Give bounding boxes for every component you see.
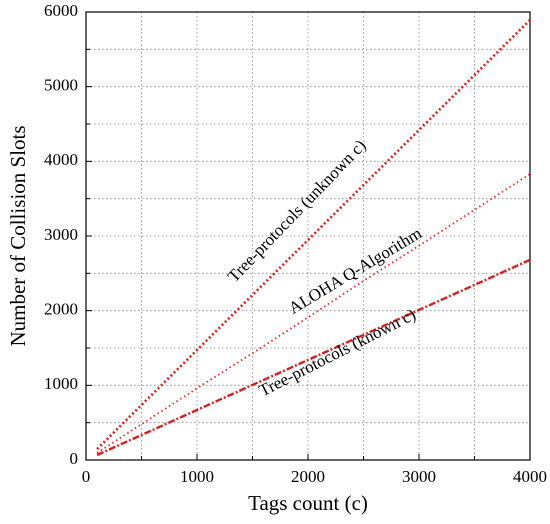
y-tick-label: 3000 [44, 225, 78, 244]
series-label: Tree-protocols (known c) [256, 305, 419, 401]
x-tick-label: 1000 [180, 467, 214, 486]
y-tick-label: 1000 [44, 374, 78, 393]
x-tick-label: 0 [82, 467, 91, 486]
plot-frame [85, 11, 531, 461]
y-axis-label: Number of Collision Slots [6, 125, 30, 346]
y-tick-label: 4000 [44, 150, 78, 169]
series-label: ALOHA Q-Algorithm [285, 223, 425, 317]
x-tick-label: 2000 [291, 467, 325, 486]
y-tick-label: 6000 [44, 1, 78, 20]
series-line [96, 19, 531, 450]
series-line [96, 173, 531, 454]
y-tick-label: 0 [70, 449, 79, 468]
y-tick-label: 5000 [44, 76, 78, 95]
x-tick-label: 3000 [402, 467, 436, 486]
x-tick-label: 4000 [513, 467, 547, 486]
y-tick-label: 2000 [44, 300, 78, 319]
series-line [96, 258, 531, 457]
x-axis-label: Tags count (c) [248, 491, 368, 515]
